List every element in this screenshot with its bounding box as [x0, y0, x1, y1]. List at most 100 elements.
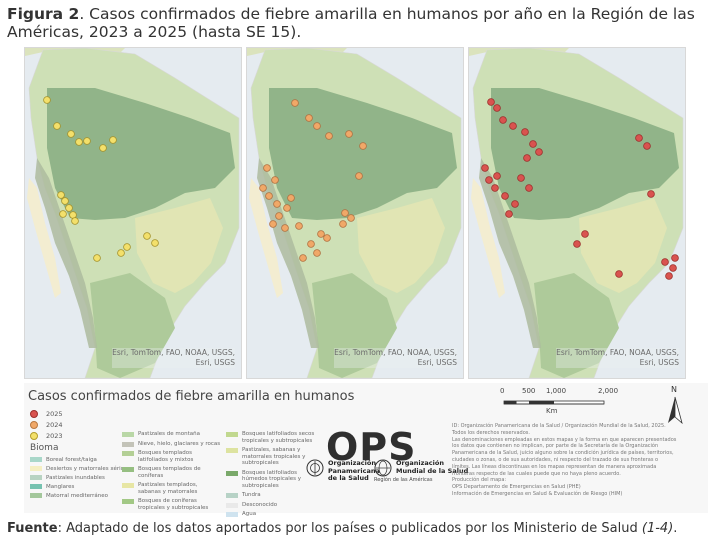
case-marker [339, 220, 347, 228]
cerrado-savanna [135, 198, 223, 293]
coastal-desert [249, 178, 283, 298]
case-marker [671, 254, 679, 262]
case-marker [509, 122, 517, 130]
cerrado-savanna [579, 198, 667, 293]
case-marker [143, 232, 151, 240]
disclaimer: ID: Organización Panamericana de la Salu… [452, 423, 677, 497]
coastal-desert [471, 178, 505, 298]
case-marker [151, 239, 159, 247]
case-marker [295, 222, 303, 230]
case-marker [491, 184, 499, 192]
region-label: Región de las Américas [374, 477, 433, 483]
map-2025: Esri, TomTom, FAO, NOAA, USGS, Esri, USGS [468, 47, 686, 379]
bioma-item: Tundra [226, 492, 322, 499]
case-marker [511, 200, 519, 208]
case-marker [83, 137, 91, 145]
case-marker [529, 140, 537, 148]
case-marker [67, 130, 75, 138]
bioma-column-3: Bosques latifoliados secos tropicales y … [226, 431, 322, 521]
map-2025-graphic [469, 48, 685, 378]
case-marker [493, 172, 501, 180]
north-label: N [671, 385, 677, 394]
who-name: Organización Mundial de la Salud [396, 459, 469, 475]
source-ref: (1-4) [641, 521, 674, 536]
legend-dot-icon [30, 410, 38, 418]
scale-bar-graphic [503, 400, 605, 405]
bioma-swatch [30, 493, 42, 498]
case-marker [53, 122, 61, 130]
southern-forest [90, 273, 175, 378]
ops-logo: OPS [326, 425, 417, 469]
case-marker [317, 230, 325, 238]
coastal-desert [27, 178, 61, 298]
map-2024: Esri, TomTom, FAO, NOAA, USGS, Esri, USGS [246, 47, 464, 379]
case-marker [275, 212, 283, 220]
figure-caption-text: . Casos confirmados de fiebre amarilla e… [7, 5, 695, 41]
source-note: Fuente: Adaptado de los datos aportados … [7, 521, 677, 536]
andes-mountains [35, 158, 97, 348]
who-emblem-icon [374, 459, 392, 477]
map-attribution: Esri, TomTom, FAO, NOAA, USGS, Esri, USGS [556, 348, 679, 368]
case-marker [291, 99, 299, 107]
bioma-item: Desconocido [226, 502, 322, 509]
case-marker [499, 116, 507, 124]
bioma-header: Bioma [30, 443, 59, 453]
bioma-swatch [226, 512, 238, 517]
case-marker [269, 220, 277, 228]
bioma-item: Manglares [30, 483, 130, 492]
legend-dot-icon [30, 421, 38, 429]
case-marker [505, 210, 513, 218]
bioma-column-1: Boreal forest/taiga Desiertos y matorral… [30, 456, 130, 501]
case-marker [647, 190, 655, 198]
case-marker [669, 264, 677, 272]
map-2023-graphic [25, 48, 241, 378]
bioma-swatch [226, 470, 238, 476]
case-marker [485, 176, 493, 184]
amazon-forest [491, 88, 679, 220]
southern-forest [312, 273, 397, 378]
legend-area: Casos confirmados de fiebre amarilla en … [24, 383, 708, 517]
map-haze [469, 48, 685, 378]
bioma-swatch [226, 448, 238, 453]
source-end: . [673, 521, 678, 536]
map-haze [25, 48, 241, 378]
bioma-item: Bosques templados de coníferas [122, 466, 222, 479]
case-marker [493, 104, 501, 112]
legend-title: Casos confirmados de fiebre amarilla en … [28, 389, 355, 404]
scale-tick-label: 0 [500, 387, 505, 395]
case-marker [305, 114, 313, 122]
case-marker [271, 176, 279, 184]
andes-mountains [257, 158, 319, 348]
year-legend-item: 2024 [30, 420, 63, 431]
case-marker [57, 191, 65, 199]
case-marker [323, 234, 331, 242]
scale-tick-label: 2,000 [598, 387, 619, 395]
bioma-item: Bosques templados latifoliados y mixtos [122, 450, 222, 463]
case-marker [313, 122, 321, 130]
case-marker [521, 128, 529, 136]
case-marker [273, 200, 281, 208]
case-marker [263, 164, 271, 172]
map-haze [247, 48, 463, 378]
case-marker [643, 142, 651, 150]
southern-forest [534, 273, 619, 378]
case-marker [355, 172, 363, 180]
case-marker [61, 197, 69, 205]
case-marker [281, 224, 289, 232]
legend-dot-icon [30, 432, 38, 440]
year-legend-item: 2023 [30, 431, 63, 442]
case-marker [345, 130, 353, 138]
case-marker [75, 138, 83, 146]
case-marker [43, 96, 51, 104]
bioma-item: Desiertos y matorrales xéricos [30, 465, 130, 474]
case-marker [265, 192, 273, 200]
bioma-swatch [122, 451, 134, 456]
case-marker [573, 240, 581, 248]
bioma-swatch [122, 432, 134, 437]
amazon-forest [269, 88, 457, 220]
case-marker [359, 142, 367, 150]
year-legend: 2025 2024 2023 [30, 409, 63, 442]
source-text: : Adaptado de los datos aportados por lo… [57, 521, 642, 536]
bioma-swatch [122, 483, 134, 488]
case-marker [93, 254, 101, 262]
